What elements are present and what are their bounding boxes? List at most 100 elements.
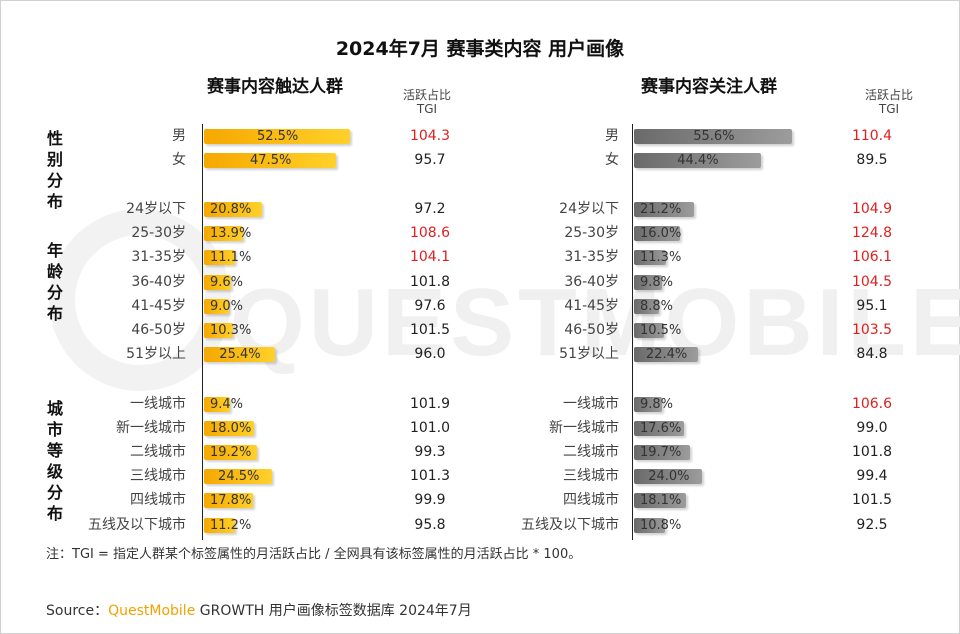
right-tgi-value: 92.5	[856, 517, 888, 533]
left-tgi-value: 101.8	[409, 274, 451, 290]
left-value-label: 11.1%	[210, 250, 252, 265]
left-bar	[204, 250, 235, 265]
right-tgi-value: 103.5	[851, 322, 893, 338]
left-tgi-value: 97.2	[414, 201, 446, 217]
right-bar	[634, 129, 793, 144]
right-tgi-value: 95.1	[856, 298, 888, 314]
right-value-label: 16.0%	[640, 226, 682, 241]
right-value-label: 24.0%	[648, 469, 690, 484]
left-value-label: 11.2%	[210, 518, 252, 533]
right-tgi-value: 101.5	[851, 492, 893, 508]
right-bar	[634, 445, 691, 460]
right-bar	[634, 250, 667, 265]
right-category-label: 一线城市	[563, 396, 619, 412]
left-tgi-value: 104.1	[409, 249, 451, 265]
left-bar	[204, 518, 236, 533]
left-category-label: 二线城市	[130, 444, 186, 460]
right-tgi-header-line2: TGI	[878, 102, 900, 116]
right-tgi-header-line1: 活跃占比	[864, 88, 913, 102]
left-category-label: 24岁以下	[126, 201, 186, 217]
right-tgi-value: 106.1	[851, 249, 893, 265]
right-axis-line	[632, 124, 633, 540]
left-value-label: 13.9%	[210, 226, 252, 241]
right-category-label: 新一线城市	[549, 420, 619, 436]
left-value-label: 18.0%	[210, 421, 252, 436]
right-value-label: 10.8%	[640, 518, 682, 533]
left-tgi-value: 99.3	[414, 444, 446, 460]
left-bar	[204, 275, 231, 290]
right-value-label: 22.4%	[645, 347, 688, 362]
left-bar	[204, 397, 231, 412]
right-value-label: 44.4%	[677, 153, 719, 168]
right-category-label: 24岁以下	[559, 201, 619, 217]
left-tgi-value: 101.0	[409, 420, 451, 436]
left-value-label: 10.3%	[210, 323, 252, 338]
left-value-label: 9.6%	[210, 275, 244, 290]
source-brand: QuestMobile	[108, 603, 196, 619]
left-category-label: 五线及以下城市	[88, 517, 186, 533]
left-bar	[204, 226, 243, 241]
left-bar	[204, 323, 233, 338]
right-category-label: 46-50岁	[564, 322, 619, 338]
right-value-label: 9.8%	[640, 397, 674, 412]
left-tgi-value: 101.9	[409, 396, 451, 412]
right-category-label: 31-35岁	[564, 249, 619, 265]
left-value-label: 19.2%	[210, 445, 252, 460]
right-tgi-value: 99.4	[856, 468, 888, 484]
right-category-label: 36-40岁	[564, 274, 619, 290]
right-bar	[634, 469, 703, 484]
right-category-label: 四线城市	[563, 492, 619, 508]
right-bar	[634, 226, 680, 241]
left-category-label: 25-30岁	[131, 225, 186, 241]
left-value-label: 47.5%	[250, 153, 292, 168]
right-value-label: 21.2%	[640, 202, 682, 217]
group-label-age: 年龄分布	[46, 241, 63, 323]
left-tgi-header-line1: 活跃占比	[402, 88, 451, 102]
right-value-label: 11.3%	[640, 250, 682, 265]
left-tgi-value: 101.5	[409, 322, 451, 338]
right-value-label: 8.8%	[640, 299, 674, 314]
footnote: 注：TGI = 指定人群某个标签属性的月活跃占比 / 全网具有该标签属性的月活跃…	[46, 547, 582, 562]
left-bar	[204, 202, 262, 217]
right-tgi-value: 104.5	[851, 274, 893, 290]
right-value-label: 55.6%	[693, 129, 735, 144]
right-category-label: 五线及以下城市	[521, 517, 619, 533]
left-chart-title: 赛事内容触达人群	[207, 77, 343, 97]
right-bar	[634, 347, 698, 362]
left-category-label: 女	[172, 152, 186, 168]
right-bar	[634, 518, 665, 533]
left-bar	[204, 421, 255, 436]
right-value-label: 19.7%	[640, 445, 682, 460]
left-tgi-value: 99.9	[414, 492, 446, 508]
left-value-label: 52.5%	[256, 129, 299, 144]
right-tgi-value: 104.9	[851, 201, 893, 217]
left-bar	[204, 445, 258, 460]
left-value-label: 24.5%	[218, 469, 260, 484]
left-value-label: 20.8%	[210, 202, 252, 217]
left-axis-line	[202, 124, 203, 540]
left-bar	[204, 493, 254, 508]
right-bar	[634, 153, 761, 168]
right-bar	[634, 397, 662, 412]
left-tgi-value: 95.8	[414, 517, 446, 533]
right-tgi-value: 99.0	[856, 420, 888, 436]
right-tgi-header: 活跃占比 TGI	[854, 88, 924, 116]
left-value-label: 9.4%	[210, 397, 244, 412]
group-label-city: 城市等级分布	[46, 399, 63, 523]
right-tgi-value: 89.5	[856, 152, 888, 168]
group-label-gender: 性别分布	[46, 129, 63, 211]
left-bar	[204, 153, 337, 168]
right-tgi-value: 84.8	[856, 346, 888, 362]
right-category-label: 女	[605, 152, 619, 168]
source-rest: GROWTH 用户画像标签数据库 2024年7月	[195, 603, 472, 619]
right-bar	[634, 275, 662, 290]
left-category-label: 新一线城市	[116, 420, 186, 436]
source-prefix: Source：	[46, 603, 109, 619]
right-value-label: 17.6%	[640, 421, 682, 436]
right-value-label: 10.5%	[640, 323, 682, 338]
left-tgi-value: 95.7	[414, 152, 446, 168]
right-category-label: 41-45岁	[564, 298, 619, 314]
right-tgi-value: 124.8	[851, 225, 893, 241]
left-value-label: 25.4%	[219, 347, 261, 362]
left-bar	[204, 347, 275, 362]
